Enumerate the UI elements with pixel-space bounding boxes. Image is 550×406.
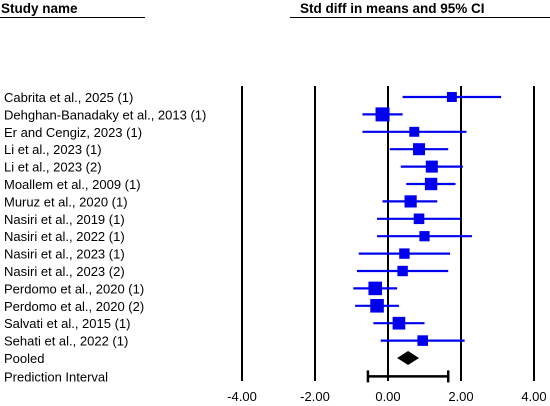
study-label-1: Dehghan-Banadaky et al., 2013 (1) [4,107,206,122]
effect-size-header: Std diff in means and 95% CI [300,1,485,16]
study-label-0: Cabrita et al., 2025 (1) [4,90,133,105]
x-tick-label-2: 0.00 [375,389,400,404]
study-marker-7 [413,213,425,225]
study-label-14: Sehati et al., 2022 (1) [4,334,128,349]
x-tick-label-4: 4.00 [521,389,546,404]
study-label-2: Er and Cengiz, 2023 (1) [4,125,142,140]
pooled-diamond [397,351,420,365]
study-marker-9 [399,248,410,259]
study-marker-8 [419,231,430,242]
study-label-8: Nasiri et al., 2022 (1) [4,229,125,244]
x-tick-label-1: -2.00 [300,389,330,404]
prediction-interval-label: Prediction Interval [4,369,108,384]
study-marker-2 [409,126,420,137]
study-label-10: Nasiri et al., 2023 (2) [4,264,125,279]
study-name-header: Study name [1,1,78,16]
study-marker-4 [425,160,438,173]
study-marker-14 [417,335,428,346]
study-marker-0 [446,92,457,102]
study-label-7: Nasiri et al., 2019 (1) [4,212,125,227]
header-rule-right [290,17,550,18]
study-label-12: Perdomo et al., 2020 (2) [4,299,144,314]
study-label-3: Li et al., 2023 (1) [4,142,102,157]
header-rule-left [0,17,145,18]
study-label-6: Muruz et al., 2020 (1) [4,194,128,209]
study-marker-10 [397,265,408,277]
study-label-9: Nasiri et al., 2023 (1) [4,247,125,262]
x-tick-label-0: -4.00 [227,389,257,404]
study-label-11: Perdomo et al., 2020 (1) [4,281,144,296]
study-marker-6 [404,195,417,208]
study-label-5: Moallem et al., 2009 (1) [4,177,141,192]
study-marker-11 [368,281,382,296]
study-marker-3 [413,143,426,156]
study-marker-12 [370,299,384,313]
study-marker-13 [392,316,406,330]
pooled-label: Pooled [4,351,44,366]
study-marker-1 [375,107,390,122]
study-marker-5 [424,177,438,191]
study-label-4: Li et al., 2023 (2) [4,160,102,175]
x-tick-label-3: 2.00 [448,389,473,404]
study-label-13: Salvati et al., 2015 (1) [4,316,130,331]
